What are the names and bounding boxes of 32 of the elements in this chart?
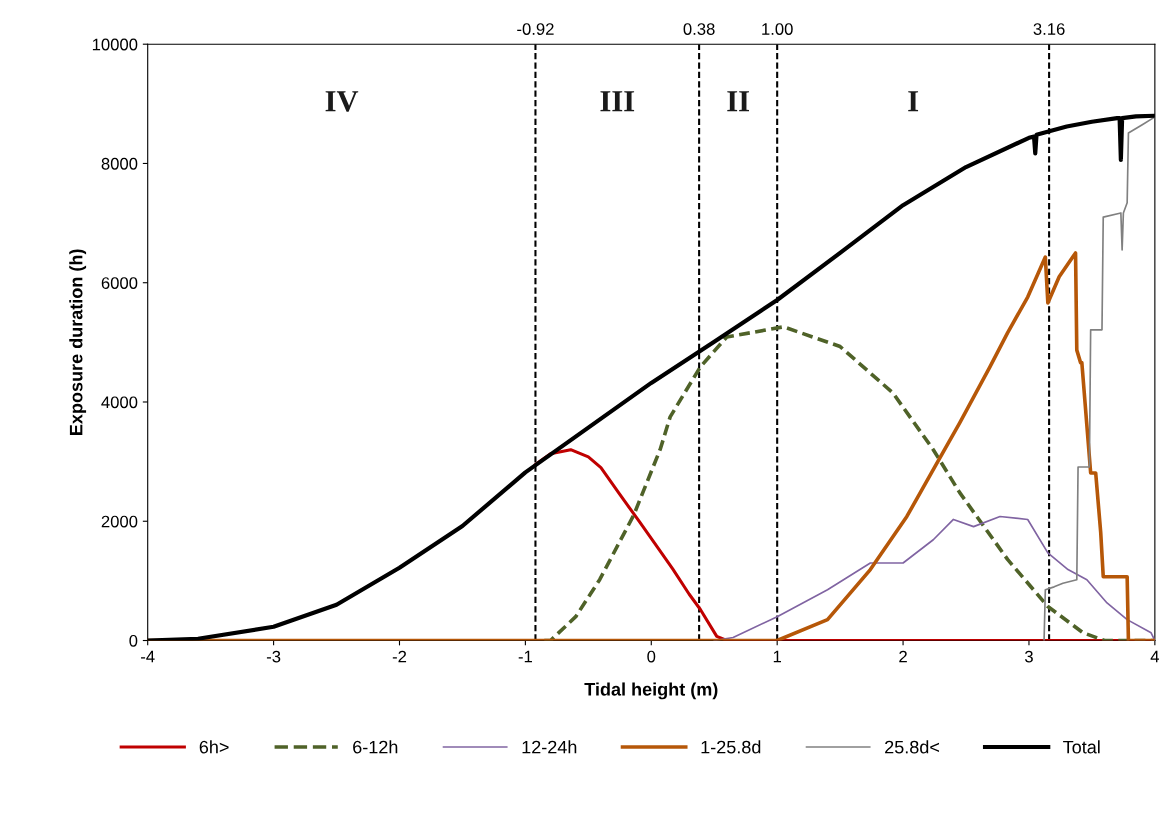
- y-axis-title: Exposure duration (h): [69, 249, 87, 435]
- x-tick-label: -3: [266, 650, 281, 663]
- y-tick-label: 4000: [101, 396, 138, 409]
- x-tick-label: 0: [647, 650, 656, 663]
- annotation: II: [727, 91, 750, 112]
- line-series: [1043, 116, 1155, 641]
- x-tick-label: 4: [1150, 650, 1160, 663]
- legend-label: Total: [1063, 740, 1100, 754]
- x-tick-label: -1: [518, 650, 532, 663]
- legend-label: 1-25.8d: [701, 740, 761, 754]
- legend-label: 12-24h: [522, 740, 577, 754]
- y-tick-label: 0: [129, 634, 138, 647]
- annotation: IV: [325, 91, 359, 112]
- y-tick-label: 8000: [101, 157, 138, 170]
- y-tick-label: 6000: [101, 277, 138, 289]
- x-tick-label: -4: [141, 650, 155, 663]
- x-tick-label: 1: [773, 650, 781, 663]
- ref-line-label: -0.92: [517, 23, 554, 35]
- x-axis-title: Tidal height (m): [584, 682, 718, 700]
- legend-label: 25.8d<: [885, 740, 940, 754]
- y-tick-label: 2000: [101, 515, 138, 528]
- ref-line-label: 0.38: [683, 23, 715, 35]
- legend-label: 6h>: [199, 740, 229, 754]
- ref-line-label: 1.00: [762, 23, 793, 35]
- legend-label: 6-12h: [353, 740, 398, 754]
- ref-line-label: 3.16: [1033, 23, 1065, 35]
- x-tick-label: 2: [899, 650, 907, 663]
- y-tick-label: 10000: [92, 38, 138, 51]
- x-tick-label: 3: [1024, 650, 1033, 663]
- annotation: III: [600, 91, 635, 112]
- x-tick-label: -2: [392, 650, 407, 663]
- annotation: I: [908, 91, 919, 112]
